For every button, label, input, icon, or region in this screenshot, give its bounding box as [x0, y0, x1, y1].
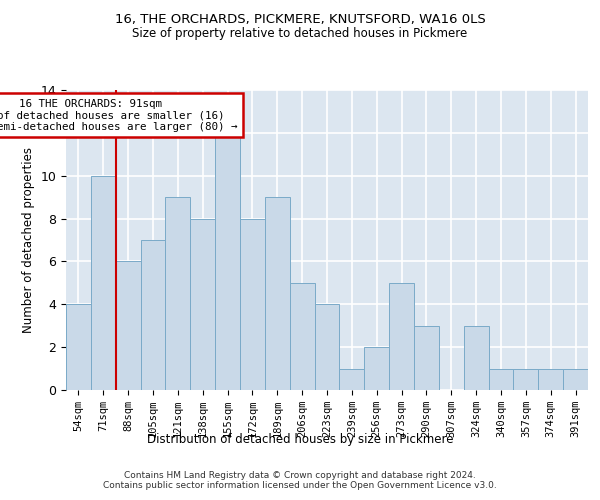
- Bar: [140, 240, 166, 390]
- Bar: [66, 304, 91, 390]
- Bar: [538, 368, 563, 390]
- Text: Distribution of detached houses by size in Pickmere: Distribution of detached houses by size …: [147, 432, 453, 446]
- Bar: [314, 304, 340, 390]
- Text: 16, THE ORCHARDS, PICKMERE, KNUTSFORD, WA16 0LS: 16, THE ORCHARDS, PICKMERE, KNUTSFORD, W…: [115, 12, 485, 26]
- Bar: [488, 368, 514, 390]
- Bar: [364, 347, 389, 390]
- Bar: [265, 197, 290, 390]
- Y-axis label: Number of detached properties: Number of detached properties: [22, 147, 35, 333]
- Bar: [340, 368, 364, 390]
- Bar: [190, 218, 215, 390]
- Bar: [290, 283, 314, 390]
- Bar: [215, 133, 240, 390]
- Text: 16 THE ORCHARDS: 91sqm
← 17% of detached houses are smaller (16)
83% of semi-det: 16 THE ORCHARDS: 91sqm ← 17% of detached…: [0, 98, 237, 132]
- Bar: [116, 262, 140, 390]
- Bar: [240, 218, 265, 390]
- Bar: [563, 368, 588, 390]
- Bar: [464, 326, 488, 390]
- Text: Size of property relative to detached houses in Pickmere: Size of property relative to detached ho…: [133, 28, 467, 40]
- Bar: [166, 197, 190, 390]
- Bar: [389, 283, 414, 390]
- Text: Contains HM Land Registry data © Crown copyright and database right 2024.
Contai: Contains HM Land Registry data © Crown c…: [103, 470, 497, 490]
- Bar: [91, 176, 116, 390]
- Bar: [514, 368, 538, 390]
- Bar: [414, 326, 439, 390]
